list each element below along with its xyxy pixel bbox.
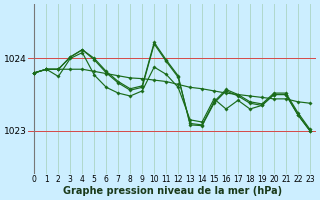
X-axis label: Graphe pression niveau de la mer (hPa): Graphe pression niveau de la mer (hPa) — [63, 186, 282, 196]
